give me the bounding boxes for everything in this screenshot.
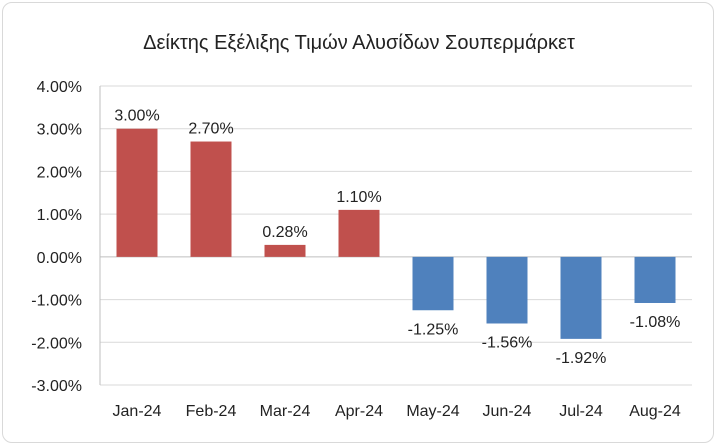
y-tick-label: 3.00% (37, 122, 82, 139)
bar (412, 256, 454, 311)
data-label: -1.56% (482, 334, 533, 351)
x-tick-label: Apr-24 (335, 403, 383, 420)
bar (338, 209, 380, 257)
x-tick-label: Feb-24 (186, 403, 237, 420)
bar (560, 256, 602, 339)
data-label: 0.28% (262, 224, 307, 241)
x-tick-label: Jan-24 (113, 403, 162, 420)
y-tick-label: -2.00% (31, 335, 82, 352)
y-tick-label: 0.00% (37, 250, 82, 267)
y-tick-label: -1.00% (31, 293, 82, 310)
y-tick-label: 4.00% (37, 79, 82, 96)
data-label: -1.92% (556, 350, 607, 367)
bar (264, 244, 306, 257)
x-tick-label: Mar-24 (260, 403, 311, 420)
bar (486, 256, 528, 324)
data-label: -1.25% (408, 321, 459, 338)
x-tick-label: Jul-24 (559, 403, 603, 420)
bar (634, 256, 676, 303)
bar (190, 141, 232, 257)
x-tick-label: Jun-24 (483, 403, 532, 420)
x-tick-label: May-24 (406, 403, 459, 420)
data-label: 2.70% (188, 121, 233, 138)
bar (116, 128, 158, 257)
y-tick-label: -3.00% (31, 378, 82, 395)
y-tick-label: 1.00% (37, 207, 82, 224)
chart-title: Δείκτης Εξέλιξης Τιμών Αλυσίδων Σουπερμά… (143, 32, 575, 54)
data-label: -1.08% (630, 314, 681, 331)
x-tick-label: Aug-24 (629, 403, 681, 420)
y-tick-label: 2.00% (37, 164, 82, 181)
data-label: 1.10% (336, 189, 381, 206)
data-label: 3.00% (114, 108, 159, 125)
